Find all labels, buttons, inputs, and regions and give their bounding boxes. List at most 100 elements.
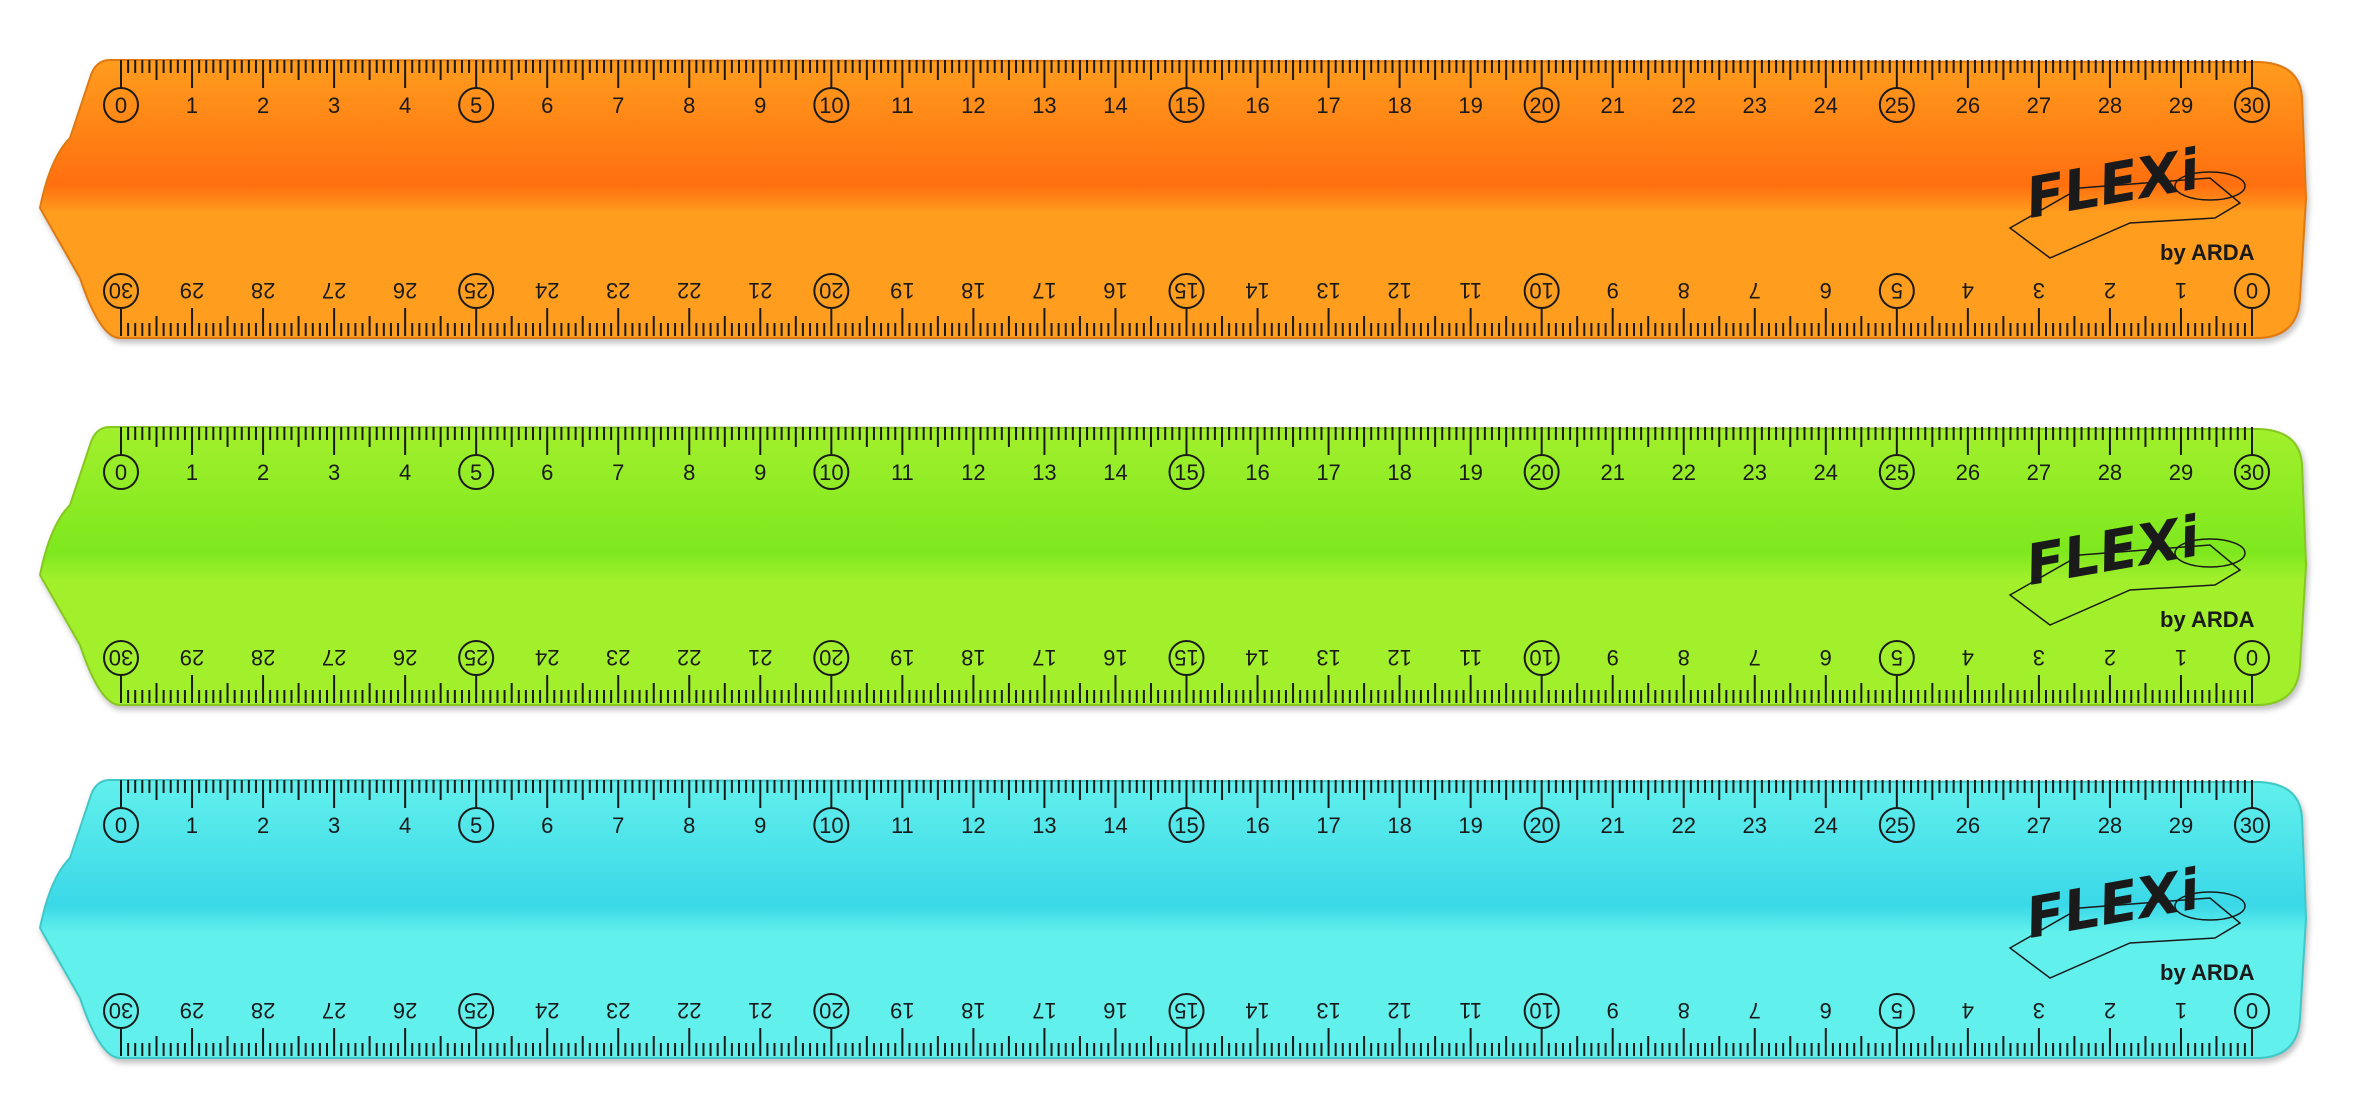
- scale-label-top: 29: [2169, 813, 2193, 838]
- scale-label-bottom: 3: [2033, 645, 2045, 670]
- scale-label-bottom: 5: [1891, 278, 1903, 303]
- scale-label-bottom: 4: [1962, 645, 1974, 670]
- scale-label-top: 17: [1316, 460, 1340, 485]
- scale-label-top: 11: [891, 460, 914, 485]
- scale-label-bottom: 26: [393, 645, 417, 670]
- scale-label-top: 8: [683, 93, 695, 118]
- scale-label-bottom: 16: [1103, 278, 1127, 303]
- logo-swoosh: [2174, 538, 2246, 568]
- scale-label-bottom: 6: [1820, 645, 1832, 670]
- circled-number-ring: [1523, 454, 1560, 490]
- scale-label-top: 21: [1600, 813, 1624, 838]
- scale-label-bottom: 20: [819, 645, 843, 670]
- scale-label-bottom: 11: [1459, 645, 1482, 670]
- scale-label-bottom: 19: [890, 645, 914, 670]
- ruler-body: [38, 778, 2308, 1059]
- scale-label-top: 2: [257, 813, 269, 838]
- scale-label-bottom: 30: [109, 278, 133, 303]
- ruler-green: 0 0 1 1 2 2 3 3 4 4 5 5 6 6 7 7 8 8 9 9 10 10 11 11 12 12 13 13 14 14…: [0, 425, 2362, 725]
- scale-label-bottom: 22: [677, 645, 701, 670]
- scale-label-top: 10: [819, 813, 843, 838]
- scale-label-bottom: 4: [1962, 278, 1974, 303]
- circled-number-ring: [1168, 87, 1205, 123]
- circled-number-ring: [1523, 87, 1560, 123]
- circled-number-ring: [813, 454, 850, 490]
- ruler-graphic: 0011223344556677889910101111121213131414…: [38, 778, 2308, 1059]
- scale-label-top: 19: [1458, 813, 1482, 838]
- scale-label-bottom: 26: [393, 278, 417, 303]
- scale-label-top: 27: [2027, 93, 2051, 118]
- scale-label-top: 27: [2027, 460, 2051, 485]
- scale-label-bottom: 5: [1891, 645, 1903, 670]
- scale-label-bottom: 29: [180, 645, 204, 670]
- scale-label-bottom: 10: [1529, 645, 1553, 670]
- scale-label-bottom: 18: [961, 278, 985, 303]
- scale-label-top: 23: [1743, 813, 1767, 838]
- scale-label-bottom: 23: [606, 998, 630, 1023]
- scale-label-top: 14: [1103, 460, 1127, 485]
- scale-label-top: 7: [612, 460, 624, 485]
- scale-label-bottom: 10: [1529, 998, 1553, 1023]
- scale-label-top: 26: [1956, 93, 1980, 118]
- scale-label-bottom: 24: [535, 998, 559, 1023]
- scale-label-bottom: 7: [1749, 645, 1761, 670]
- scale-label-bottom: 1: [2175, 998, 2187, 1023]
- scale-label-bottom: 7: [1749, 998, 1761, 1023]
- scale-label-bottom: 7: [1749, 278, 1761, 303]
- scale-label-top: 25: [1885, 93, 1909, 118]
- circled-number-ring: [1168, 273, 1205, 309]
- scale-label-top: 30: [2240, 460, 2264, 485]
- circled-number-ring: [2234, 454, 2270, 490]
- scale-label-top: 9: [754, 460, 766, 485]
- circled-number-ring: [813, 807, 850, 843]
- scale-label-bottom: 22: [677, 998, 701, 1023]
- scale-label-top: 1: [186, 93, 198, 118]
- scale-label-bottom: 12: [1387, 645, 1411, 670]
- circled-number-ring: [2234, 640, 2270, 676]
- scale-label-top: 25: [1885, 813, 1909, 838]
- scale-label-bottom: 6: [1820, 278, 1832, 303]
- scale-label-top: 28: [2098, 460, 2122, 485]
- scale-label-top: 13: [1032, 93, 1056, 118]
- scale-label-top: 0: [115, 813, 127, 838]
- scale-label-top: 26: [1956, 813, 1980, 838]
- scale-label-bottom: 17: [1032, 645, 1056, 670]
- scale-label-bottom: 11: [1459, 998, 1482, 1023]
- scale-label-top: 25: [1885, 460, 1909, 485]
- scale-label-bottom: 2: [2104, 278, 2116, 303]
- circled-number-ring: [2234, 87, 2270, 123]
- scale-label-bottom: 8: [1678, 278, 1690, 303]
- scale-label-top: 11: [891, 813, 914, 838]
- scale-label-top: 17: [1316, 93, 1340, 118]
- ruler-body: [38, 58, 2308, 339]
- circled-number-ring: [458, 273, 495, 309]
- scale-label-bottom: 30: [109, 645, 133, 670]
- scale-label-top: 18: [1387, 460, 1411, 485]
- circled-number-ring: [2234, 273, 2270, 309]
- scale-label-bottom: 0: [2246, 998, 2258, 1023]
- circled-number-ring: [1168, 807, 1205, 843]
- circled-number-ring: [103, 993, 139, 1029]
- scale-label-top: 5: [470, 93, 482, 118]
- scale-label-top: 6: [541, 813, 553, 838]
- scale-label-bottom: 19: [890, 278, 914, 303]
- ruler-graphic: 0011223344556677889910101111121213131414…: [38, 58, 2308, 339]
- scale-label-top: 10: [819, 93, 843, 118]
- scale-label-top: 4: [399, 93, 411, 118]
- scale-label-bottom: 14: [1245, 998, 1269, 1023]
- scale-label-bottom: 4: [1962, 998, 1974, 1023]
- scale-label-bottom: 8: [1678, 998, 1690, 1023]
- scale-label-bottom: 21: [748, 278, 772, 303]
- scale-label-top: 8: [683, 813, 695, 838]
- scale-label-bottom: 19: [890, 998, 914, 1023]
- scale-label-bottom: 23: [606, 645, 630, 670]
- scale-label-top: 7: [612, 813, 624, 838]
- scale-label-top: 14: [1103, 813, 1127, 838]
- circled-number-ring: [813, 87, 850, 123]
- scale-label-top: 11: [891, 93, 914, 118]
- scale-label-top: 8: [683, 460, 695, 485]
- circled-number-ring: [1523, 640, 1560, 676]
- circled-number-ring: [1878, 273, 1915, 309]
- circled-number-ring: [103, 807, 139, 843]
- scale-label-bottom: 28: [251, 998, 275, 1023]
